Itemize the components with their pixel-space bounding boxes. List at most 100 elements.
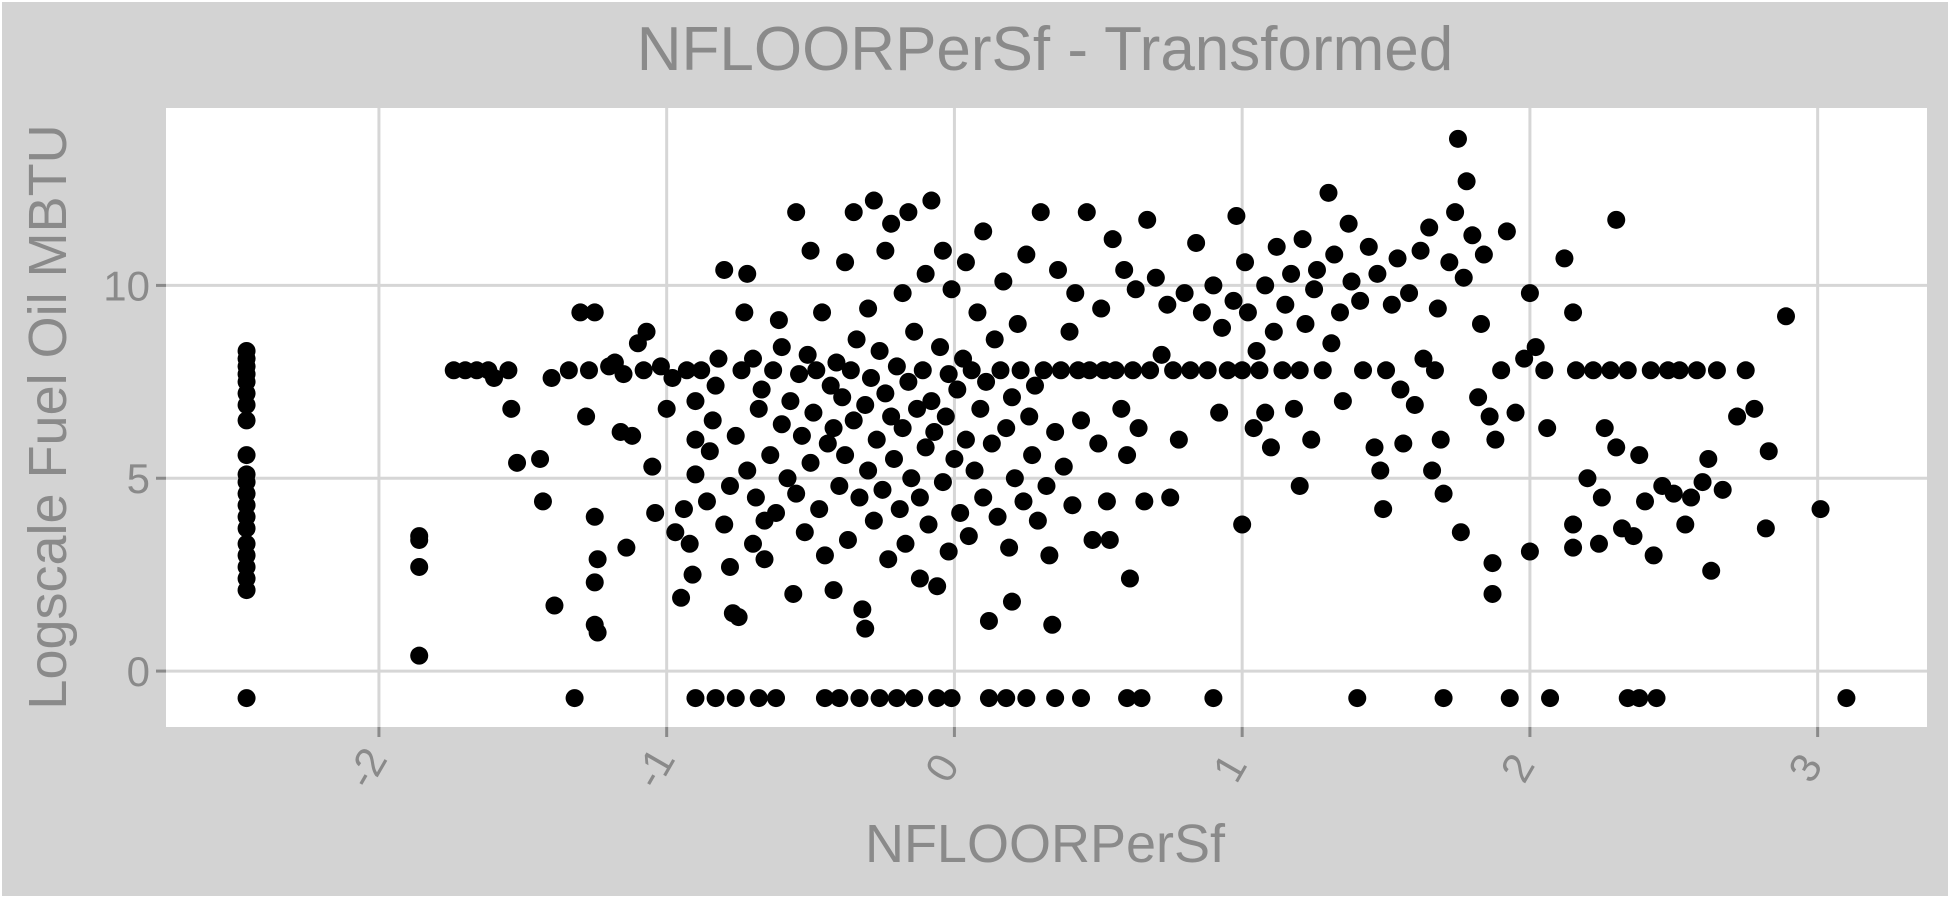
y-tick-label: 5 <box>127 455 150 502</box>
data-point <box>988 507 1007 526</box>
data-point <box>237 341 256 360</box>
data-point <box>651 357 670 376</box>
data-point <box>910 488 929 507</box>
data-point <box>910 569 929 588</box>
data-point <box>614 365 633 384</box>
data-point <box>643 457 662 476</box>
data-point <box>738 264 757 283</box>
data-point <box>1051 361 1070 380</box>
data-point <box>1463 226 1482 245</box>
data-point <box>1307 260 1326 279</box>
data-point <box>1394 434 1413 453</box>
data-point <box>1080 361 1099 380</box>
data-point <box>951 503 970 522</box>
data-point <box>1342 272 1361 291</box>
data-point <box>1636 492 1655 511</box>
data-point <box>623 426 642 445</box>
data-point <box>1405 395 1424 414</box>
data-point <box>1138 210 1157 229</box>
data-point <box>850 488 869 507</box>
data-point <box>1037 476 1056 495</box>
data-point <box>956 253 975 272</box>
data-point <box>792 426 811 445</box>
data-point <box>1624 527 1643 546</box>
data-point <box>922 191 941 210</box>
data-point <box>1618 361 1637 380</box>
data-point <box>882 214 901 233</box>
data-point <box>1371 461 1390 480</box>
data-point <box>974 222 993 241</box>
data-point <box>919 515 938 534</box>
data-point <box>1641 361 1660 380</box>
data-point <box>686 465 705 484</box>
data-point <box>821 376 840 395</box>
data-point <box>1008 314 1027 333</box>
data-point <box>410 527 429 546</box>
data-point <box>1777 307 1796 326</box>
data-point <box>1005 469 1024 488</box>
data-point <box>1446 203 1465 222</box>
data-point <box>1564 538 1583 557</box>
data-point <box>1028 511 1047 530</box>
data-point <box>1541 689 1560 708</box>
data-point <box>985 330 1004 349</box>
data-point <box>1118 689 1137 708</box>
data-point <box>1687 361 1706 380</box>
data-point <box>545 596 564 615</box>
data-point <box>1115 260 1134 279</box>
data-point <box>1682 488 1701 507</box>
data-point <box>818 434 837 453</box>
data-point <box>764 361 783 380</box>
data-point <box>715 260 734 279</box>
data-point <box>1290 361 1309 380</box>
data-point <box>485 368 504 387</box>
data-point <box>1664 484 1683 503</box>
data-point <box>1103 230 1122 249</box>
data-point <box>850 689 869 708</box>
data-point <box>499 361 518 380</box>
data-point <box>864 191 883 210</box>
data-point <box>939 542 958 561</box>
data-point <box>720 557 739 576</box>
data-point <box>410 646 429 665</box>
data-point <box>1322 334 1341 353</box>
data-point <box>508 453 527 472</box>
data-point <box>1448 129 1467 148</box>
data-point <box>1756 519 1775 538</box>
data-point <box>565 689 584 708</box>
data-point <box>807 361 826 380</box>
data-point <box>1837 689 1856 708</box>
data-point <box>1164 361 1183 380</box>
data-point <box>1002 388 1021 407</box>
data-point <box>801 453 820 472</box>
data-point <box>709 349 728 368</box>
data-point <box>680 534 699 553</box>
data-point <box>853 600 872 619</box>
data-point <box>410 557 429 576</box>
data-point <box>1132 689 1151 708</box>
data-point <box>1089 434 1108 453</box>
data-point <box>795 523 814 542</box>
data-point <box>1601 361 1620 380</box>
data-point <box>1126 280 1145 299</box>
data-point <box>1296 314 1315 333</box>
data-point <box>1578 469 1597 488</box>
x-tick-label: 0 <box>916 746 968 790</box>
data-point <box>836 253 855 272</box>
data-point <box>887 689 906 708</box>
data-point <box>813 303 832 322</box>
data-point <box>948 380 967 399</box>
data-point <box>931 338 950 357</box>
data-point <box>879 550 898 569</box>
data-point <box>824 581 843 600</box>
data-point <box>1187 233 1206 252</box>
data-point <box>899 203 918 222</box>
data-point <box>1515 349 1534 368</box>
data-point <box>784 584 803 603</box>
y-tick-labels: 0 5 10 <box>103 262 166 695</box>
data-point <box>1233 361 1252 380</box>
data-point <box>824 419 843 438</box>
data-point <box>1374 500 1393 519</box>
data-point <box>1244 419 1263 438</box>
data-point <box>1745 399 1764 418</box>
